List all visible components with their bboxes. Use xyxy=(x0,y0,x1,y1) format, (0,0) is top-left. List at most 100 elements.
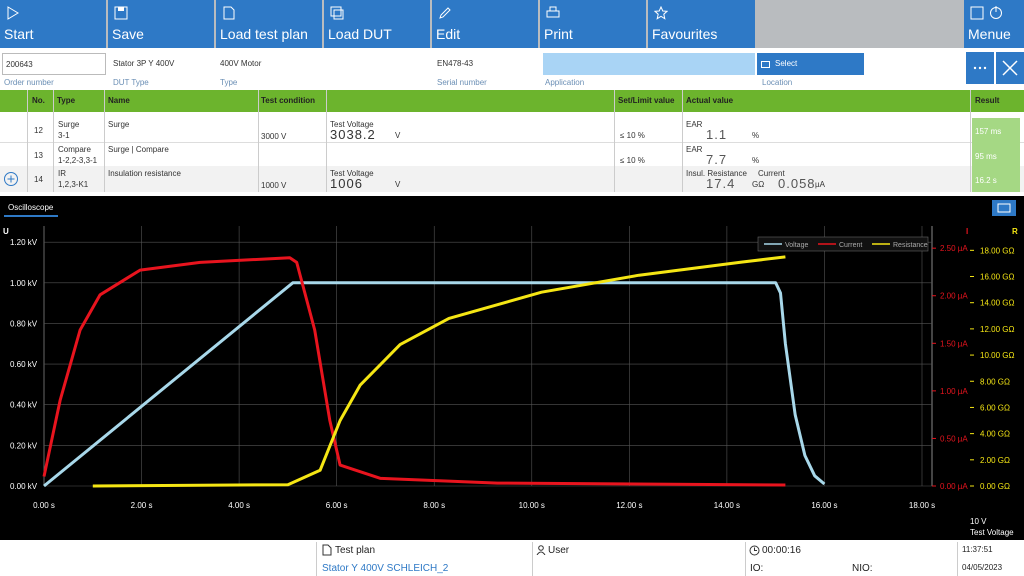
x-tick-label: 18.00 s xyxy=(909,501,935,510)
x-tick-label: 10.00 s xyxy=(519,501,545,510)
column-divider xyxy=(104,90,105,192)
y2-tick-label: 2.00 µA xyxy=(940,292,968,301)
row-type: Compare xyxy=(58,145,91,154)
oscilloscope-chart: Oscilloscope 0.00 s 2.00 s 4.00 s 6.00 s 8.0… xyxy=(3,200,1018,537)
y3-tick-label: 10.00 GΩ xyxy=(980,351,1014,360)
user-label: User xyxy=(548,545,570,556)
actual-value: 17.4 xyxy=(706,176,736,191)
label: Start xyxy=(4,26,34,42)
y2-tick-label: 2.50 µA xyxy=(940,244,968,253)
label: Menue xyxy=(968,26,1011,42)
test-unit: V xyxy=(395,131,401,140)
y3-tick-label: 6.00 GΩ xyxy=(980,403,1010,412)
legend-label: Current xyxy=(839,242,862,249)
expand-icon[interactable] xyxy=(3,171,19,187)
column-divider xyxy=(258,90,259,192)
x-tick-label: 14.00 s xyxy=(714,501,740,510)
result: 16.2 s xyxy=(975,176,997,185)
menu-button[interactable]: Menue xyxy=(964,0,1024,48)
column-divider xyxy=(326,90,327,192)
y3-tick-label: 16.00 GΩ xyxy=(980,273,1014,282)
tab[interactable]: Oscilloscope xyxy=(8,203,54,212)
actual-unit: % xyxy=(752,156,760,165)
column-divider xyxy=(27,90,28,192)
column-divider xyxy=(970,90,971,192)
label: Save xyxy=(112,26,144,42)
y3-axis-title: R xyxy=(1012,227,1018,236)
print-button[interactable]: Print xyxy=(540,0,646,48)
row-type-detail: 1-2,2-3,3-1 xyxy=(58,156,98,165)
label: Print xyxy=(544,26,573,42)
column-header: No. xyxy=(32,96,45,105)
row-name: Surge xyxy=(108,120,130,129)
io-count: IO: xyxy=(750,563,764,574)
selected-row[interactable] xyxy=(0,166,1024,192)
field-label: Type xyxy=(220,78,238,87)
type-field[interactable]: 400V Motor xyxy=(220,59,262,68)
actual-unit: % xyxy=(752,131,760,140)
y3-tick-label: 0.00 GΩ xyxy=(980,482,1010,491)
column-divider xyxy=(614,90,615,192)
start-button[interactable]: Start xyxy=(0,0,106,48)
load-plan-button[interactable]: Load test plan xyxy=(216,0,322,48)
y3-tick-label: 18.00 GΩ xyxy=(980,246,1014,255)
y3-tick-label: 2.00 GΩ xyxy=(980,456,1010,465)
select-icon xyxy=(761,61,770,68)
x-tick-label: 12.00 s xyxy=(616,501,642,510)
divider xyxy=(532,542,533,576)
annotation: Test Voltage xyxy=(970,528,1014,537)
result: 95 ms xyxy=(975,152,997,161)
close-button[interactable] xyxy=(996,52,1024,84)
result: 157 ms xyxy=(975,127,1002,136)
user-icon xyxy=(536,545,546,555)
series-line xyxy=(42,256,786,487)
limit-value: ≤ 10 % xyxy=(620,156,645,165)
fullscreen-button[interactable] xyxy=(992,200,1016,216)
order-number-field[interactable]: 200643 xyxy=(2,53,106,75)
legend-label: Voltage xyxy=(785,242,808,249)
row-type: IR xyxy=(58,169,66,178)
column-header: Test condition xyxy=(261,96,316,105)
y-tick-label: 0.80 kV xyxy=(10,319,38,328)
y-tick-label: 0.00 kV xyxy=(10,482,38,491)
actual-unit: GΩ xyxy=(752,180,765,189)
row-type-detail: 3-1 xyxy=(58,131,70,140)
application-field[interactable] xyxy=(543,53,755,75)
row-number: 14 xyxy=(34,175,43,184)
test-label: Test Voltage xyxy=(330,120,374,129)
y-tick-label: 0.40 kV xyxy=(10,401,38,410)
test-plan-label: Test plan xyxy=(335,545,376,556)
y-tick-label: 0.60 kV xyxy=(10,360,38,369)
favourites-button[interactable]: Favourites xyxy=(648,0,755,48)
row-number: 13 xyxy=(34,151,43,160)
y3-tick-label: 4.00 GΩ xyxy=(980,430,1010,439)
elapsed-time: 00:00:16 xyxy=(762,545,801,556)
y-tick-label: 1.20 kV xyxy=(10,238,38,247)
serial-number-field[interactable]: EN478-43 xyxy=(437,59,474,68)
row-name: Insulation resistance xyxy=(108,169,181,178)
test-value: 1006 xyxy=(330,176,363,191)
save-button[interactable]: Save xyxy=(108,0,214,48)
nio-count: NIO: xyxy=(852,563,873,574)
y3-tick-label: 14.00 GΩ xyxy=(980,299,1014,308)
load-dut-button[interactable]: Load DUT xyxy=(324,0,430,48)
table-header xyxy=(0,90,1024,112)
legend-box xyxy=(757,236,929,252)
label: Load DUT xyxy=(328,26,392,42)
field-label: DUT Type xyxy=(113,78,149,87)
actual-label: EAR xyxy=(686,120,703,129)
column-header: Name xyxy=(108,96,130,105)
y2-tick-label: 1.50 µA xyxy=(940,339,968,348)
actual2-value: 0.058 xyxy=(778,176,816,191)
divider xyxy=(957,542,958,576)
annotation: 10 V xyxy=(970,517,987,526)
more-button[interactable] xyxy=(966,52,994,84)
y3-tick-label: 8.00 GΩ xyxy=(980,377,1010,386)
y-tick-label: 0.20 kV xyxy=(10,441,38,450)
y2-tick-label: 0.50 µA xyxy=(940,434,968,443)
plan-icon xyxy=(322,544,332,556)
select-button[interactable]: Select xyxy=(757,53,864,75)
dut-type-field[interactable]: Stator 3P Y 400V xyxy=(113,59,175,68)
edit-button[interactable]: Edit xyxy=(432,0,538,48)
